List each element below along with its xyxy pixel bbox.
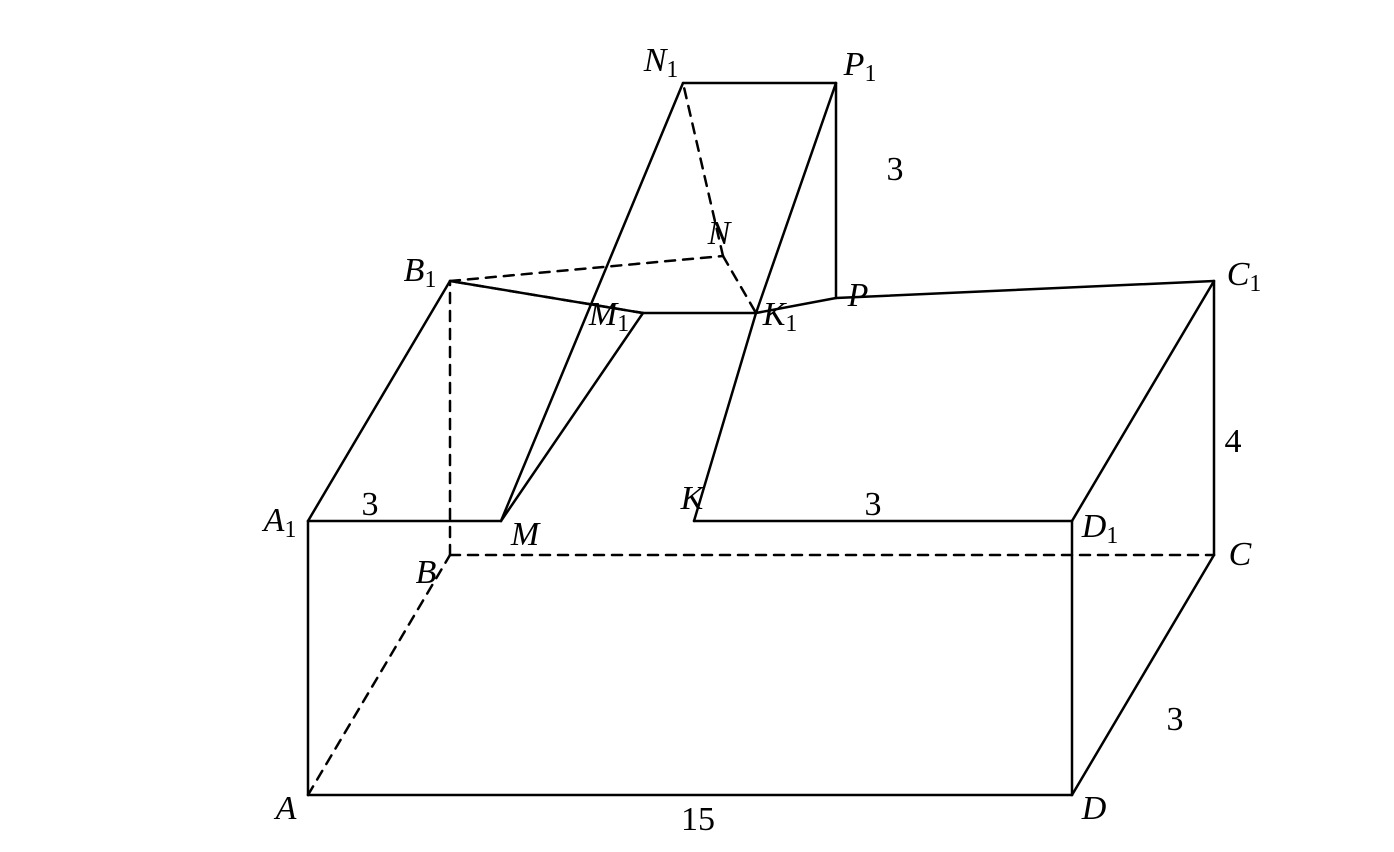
vertex-label-b1: B1 <box>404 252 437 290</box>
vertex-label-p: P <box>848 277 869 315</box>
dimension-label: 3 <box>362 486 379 524</box>
vertex-label-k: K <box>681 480 704 518</box>
vertex-label-k1: K1 <box>763 296 798 334</box>
geometry-diagram: A D C B A1 D1 C1 B1 M K M1 K1 P N P1 N1 15 3 4 3 3 3 <box>0 0 1394 852</box>
vertex-label-d: D <box>1082 790 1107 828</box>
vertex-label-a: A <box>276 790 297 828</box>
vertex-label-b: B <box>416 554 437 592</box>
vertex-label-n1: N1 <box>644 42 679 80</box>
dimension-label: 3 <box>887 151 904 189</box>
vertex-label-c1: C1 <box>1227 256 1262 294</box>
dimension-label: 3 <box>865 486 882 524</box>
vertex-label-m: M <box>511 516 539 554</box>
vertex-label-n: N <box>708 215 731 253</box>
vertex-label-c: C <box>1229 536 1252 574</box>
vertex-label-a1: A1 <box>264 502 297 540</box>
vertex-label-p1: P1 <box>844 46 877 84</box>
vertex-label-m1: M1 <box>589 296 629 334</box>
diagram-svg <box>0 0 1394 852</box>
dimension-label: 3 <box>1167 701 1184 739</box>
dimension-label: 4 <box>1225 423 1242 461</box>
vertex-label-d1: D1 <box>1082 508 1118 546</box>
dimension-label: 15 <box>681 801 715 839</box>
